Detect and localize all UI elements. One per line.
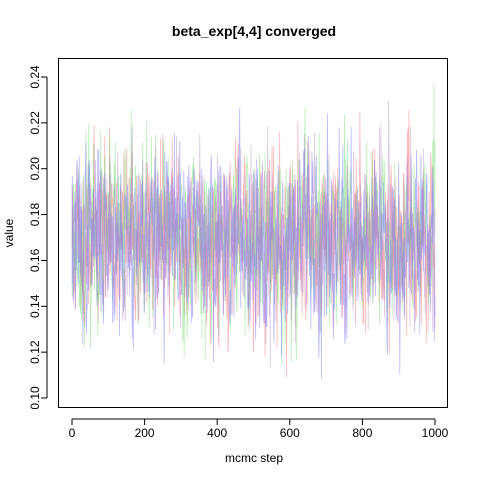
y-tick-label: 0.18 xyxy=(28,203,42,227)
trace-series-2 xyxy=(71,83,436,365)
y-tick-label: 0.12 xyxy=(28,340,42,364)
x-tick-label: 0 xyxy=(69,426,76,440)
y-tick-label: 0.14 xyxy=(28,294,42,318)
x-tick-label: 600 xyxy=(280,426,300,440)
chart-title: beta_exp[4,4] converged xyxy=(172,23,336,39)
x-tick-label: 800 xyxy=(352,426,372,440)
plot-frame xyxy=(58,58,448,408)
trace-lines xyxy=(71,83,436,380)
trace-series-4 xyxy=(71,101,436,368)
y-tick-label: 0.22 xyxy=(28,111,42,135)
x-axis: 0 200 400 600 800 1000 xyxy=(69,418,449,440)
y-tick-label: 0.20 xyxy=(28,157,42,181)
x-tick-label: 400 xyxy=(207,426,227,440)
y-tick-label: 0.16 xyxy=(28,248,42,272)
y-tick-label: 0.24 xyxy=(28,65,42,89)
y-tick-label: 0.10 xyxy=(28,386,42,410)
x-tick-label: 200 xyxy=(135,426,155,440)
y-axis-label: value xyxy=(2,218,16,247)
trace-series-3 xyxy=(71,108,436,380)
x-tick-label: 1000 xyxy=(422,426,449,440)
y-axis: 0.10 0.12 0.14 0.16 0.18 0.20 0.22 0.24 xyxy=(28,65,48,410)
x-axis-label: mcmc step xyxy=(225,451,283,465)
